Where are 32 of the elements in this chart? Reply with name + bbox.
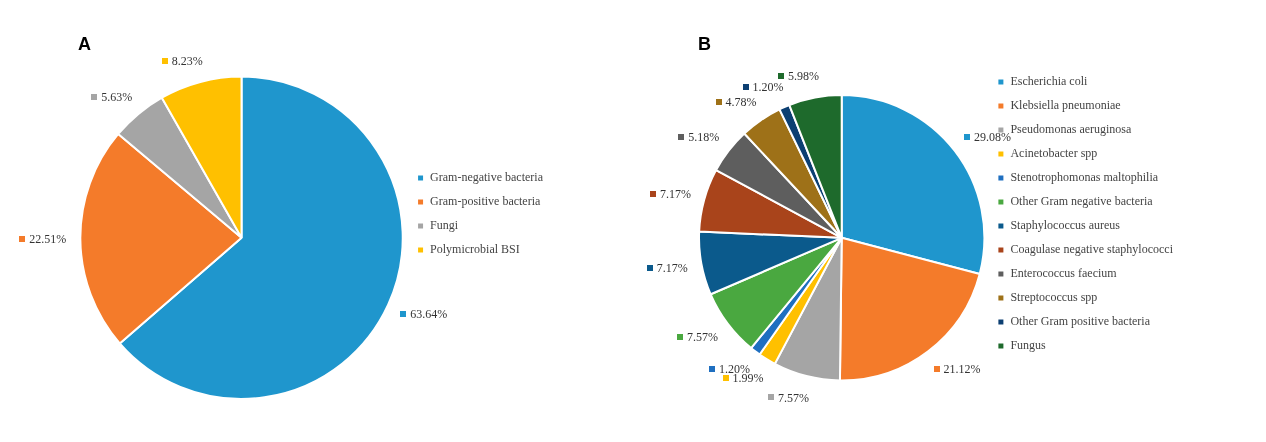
data-label: 5.98% [787,69,819,84]
data-label: 8.23% [171,53,203,68]
data-label: 21.12% [943,361,981,376]
legend-label: Acinetobacter spp [1010,146,1098,161]
chart-title: B [698,33,711,54]
data-label: 5.18% [688,130,720,145]
data-label: 1.20% [752,80,784,95]
legend-label: Gram-positive bacteria [430,194,542,209]
legend-label: Gram-negative bacteria [430,170,544,185]
data-label: 63.64% [410,307,448,322]
data-label: 29.08% [974,130,1012,145]
chart-title: A [78,33,91,54]
legend-label: Escherichia coli [1010,74,1089,89]
legend-label: Enterococcus faecium [1010,266,1118,281]
legend-label: Streptococcus spp [1010,290,1098,305]
legend-label: Pseudomonas aeruginosa [1010,122,1133,137]
data-label: 22.51% [29,232,67,247]
data-label: 7.57% [687,329,719,344]
legend-label: Fungi [430,218,459,233]
data-label: 5.63% [101,90,133,105]
legend-label: Coagulase negative staphylococci [1010,242,1174,257]
legend-label: Other Gram positive bacteria [1010,314,1151,329]
legend-label: Klebsiella pneumoniae [1010,98,1121,113]
legend-label: Polymicrobial BSI [430,242,520,257]
legend-label: Other Gram negative bacteria [1010,194,1154,209]
data-label: 7.57% [777,390,809,405]
data-label: 7.17% [656,260,688,275]
legend-label: Staphylococcus aureus [1010,218,1121,233]
data-label: 7.17% [659,187,691,202]
legend-label: Fungus [1010,338,1047,353]
legend-label: Stenotrophomonas maltophilia [1010,170,1159,185]
data-label: 4.78% [725,95,757,110]
